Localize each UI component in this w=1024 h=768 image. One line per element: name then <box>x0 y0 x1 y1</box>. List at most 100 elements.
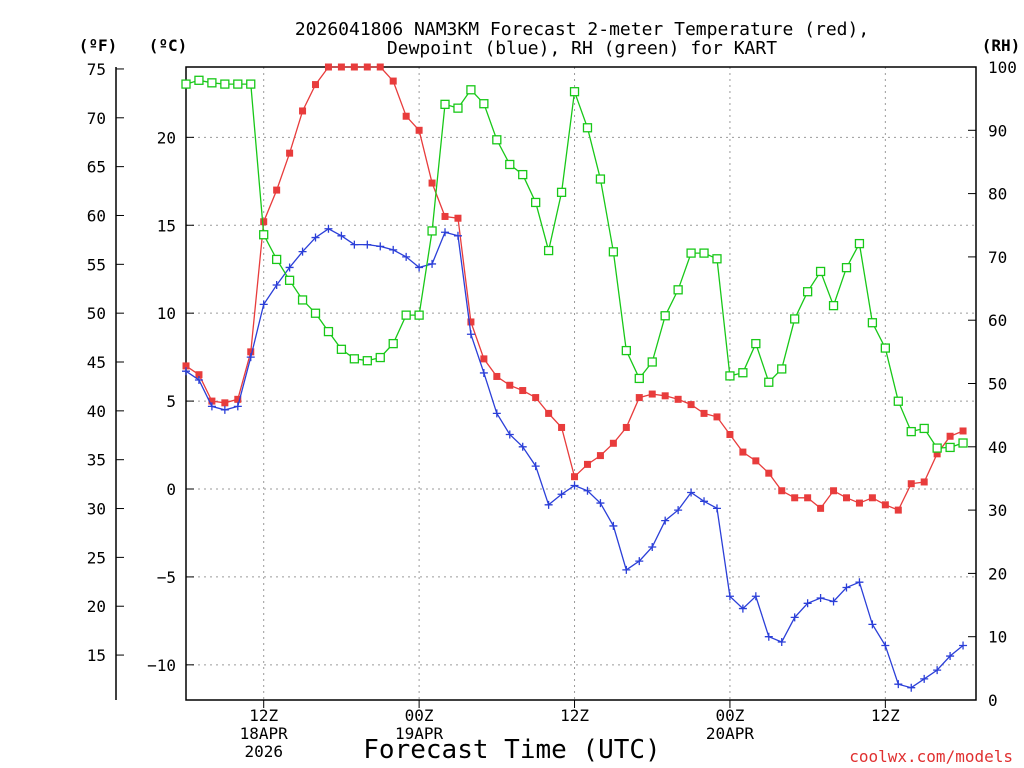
dewpoint-point <box>246 353 255 362</box>
rh-tick-label: 0 <box>988 691 998 710</box>
rh-point <box>323 326 334 337</box>
rh-point <box>362 356 372 366</box>
fahrenheit-axis-unit: (ºF) <box>79 36 118 55</box>
2-meter-temperature-point <box>324 63 332 71</box>
rh-point <box>569 87 580 97</box>
rh-tick-label: 40 <box>988 438 1007 457</box>
dewpoint-point <box>894 680 903 689</box>
x-tick-label: 18APR <box>240 724 289 743</box>
rh-point <box>388 338 398 349</box>
rh-point <box>582 123 593 133</box>
2-meter-temperature-point <box>881 501 889 509</box>
dewpoint-point <box>518 442 527 451</box>
dewpoint-point <box>933 666 942 675</box>
rh-point <box>414 310 424 320</box>
rh-point <box>867 318 878 328</box>
celsius-tick-label: −5 <box>157 568 176 587</box>
2-meter-temperature-point <box>648 390 656 398</box>
rh-point <box>297 295 308 305</box>
rh-point <box>492 135 502 145</box>
x-tick-label: 12Z <box>560 706 589 725</box>
2-meter-temperature-point <box>700 409 708 417</box>
dewpoint-point <box>712 504 721 513</box>
dewpoint-point <box>687 488 696 497</box>
dewpoint-point <box>570 481 579 490</box>
2-meter-temperature-point <box>389 77 397 85</box>
rh-point <box>310 308 321 318</box>
dewpoint-point <box>479 368 488 377</box>
dewpoint-point <box>402 252 411 261</box>
2-meter-temperature-point <box>454 214 462 222</box>
rh-tick-label: 10 <box>988 628 1007 647</box>
2-meter-temperature-point <box>273 186 281 194</box>
rh-point <box>854 238 865 249</box>
fahrenheit-tick-label: 45 <box>87 353 106 372</box>
rh-point <box>440 99 450 109</box>
2-meter-temperature-point <box>713 413 721 421</box>
2-meter-temperature-point <box>804 494 812 502</box>
dewpoint-point <box>829 597 838 606</box>
x-tick-label: 20APR <box>706 724 755 743</box>
2-meter-temperature-point <box>778 487 786 495</box>
dewpoint-point <box>803 599 812 608</box>
dewpoint-point <box>635 557 644 566</box>
rh-axis-unit: (RH) <box>982 36 1021 55</box>
dewpoint-point <box>272 281 281 290</box>
rh-point <box>712 254 722 264</box>
rh-point <box>699 248 709 258</box>
rh-point <box>233 79 243 89</box>
2-meter-temperature-point <box>946 432 954 440</box>
gridlines <box>186 67 976 700</box>
dewpoint-point <box>182 367 190 376</box>
rh-point <box>427 226 437 236</box>
dewpoint-point <box>337 231 346 240</box>
rh-tick-label: 100 <box>988 58 1017 77</box>
dewpoint-point <box>959 641 968 650</box>
fahrenheit-tick-label: 15 <box>87 646 106 665</box>
x-tick-label: 12Z <box>249 706 278 725</box>
rh-point <box>802 287 813 297</box>
rh-point <box>466 85 476 95</box>
rh-point <box>401 310 411 320</box>
rh-point <box>958 438 968 448</box>
rh-point <box>181 79 191 89</box>
dewpoint-point <box>790 613 799 622</box>
data-series <box>181 63 968 692</box>
2-meter-temperature-point <box>855 499 863 507</box>
2-meter-temperature-point <box>286 149 294 157</box>
2-meter-temperature-point <box>415 126 423 134</box>
2-meter-temperature-point <box>894 506 902 514</box>
rh-point <box>673 285 683 295</box>
fahrenheit-tick-label: 70 <box>87 109 106 128</box>
credit-link[interactable]: coolwx.com/models <box>849 747 1013 766</box>
2-meter-temperature-point <box>260 218 268 226</box>
rh-tick-label: 60 <box>988 311 1007 330</box>
rh-point <box>336 344 347 354</box>
2-meter-temperature-point <box>363 63 371 71</box>
celsius-tick-label: 0 <box>166 480 176 499</box>
2-meter-temperature-point <box>622 423 630 431</box>
celsius-tick-label: 15 <box>157 216 176 235</box>
fahrenheit-tick-label: 40 <box>87 402 106 421</box>
2-meter-temperature-point <box>467 318 475 326</box>
rh-point <box>272 254 282 265</box>
fahrenheit-tick-label: 50 <box>87 304 106 323</box>
rh-point <box>828 300 839 311</box>
2-meter-temperature-point <box>933 450 941 458</box>
dewpoint-point <box>194 375 203 384</box>
dewpoint-point <box>609 521 618 530</box>
2-meter-temperature-point <box>428 179 436 187</box>
rh-point <box>284 275 295 285</box>
2-meter-temperature-point <box>195 371 203 379</box>
2-meter-temperature-point <box>752 457 760 465</box>
celsius-axis-unit: (ºC) <box>149 36 188 55</box>
rh-point <box>349 354 360 364</box>
dewpoint-point <box>946 652 955 661</box>
dewpoint-point <box>492 409 501 418</box>
dewpoint-point <box>428 259 437 268</box>
rh-point <box>220 79 230 89</box>
2-meter-temperature-point <box>609 439 617 447</box>
dewpoint-point <box>868 620 877 629</box>
rh-point <box>777 364 787 374</box>
fahrenheit-tick-label: 55 <box>87 255 106 274</box>
